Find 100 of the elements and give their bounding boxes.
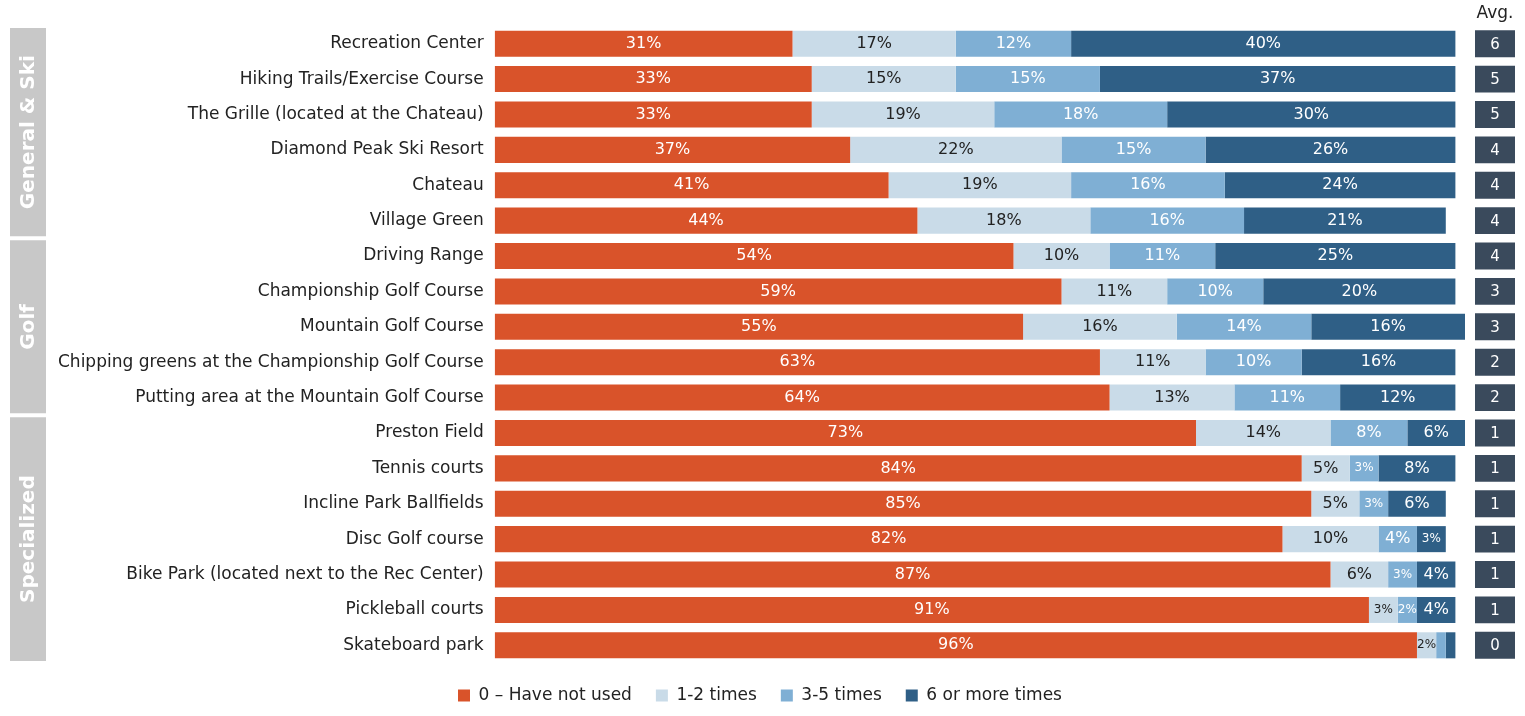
bar	[494, 490, 1312, 517]
bar	[1071, 30, 1456, 57]
data-label: 20%	[1341, 280, 1378, 300]
data-label: 37%	[1259, 68, 1296, 88]
data-label: 6%	[1346, 563, 1373, 583]
data-label: 4%	[1385, 528, 1411, 548]
data-label: 18%	[1062, 103, 1099, 123]
y-tick-label: Championship Golf Course	[257, 279, 484, 300]
y-tick-label: Disc Golf course	[345, 527, 484, 548]
y-tick-label: Skateboard park	[343, 633, 484, 654]
bar	[792, 30, 956, 57]
data-label: 44%	[688, 209, 724, 229]
data-label: 63%	[779, 351, 816, 371]
data-label: 31%	[625, 32, 662, 52]
bar	[494, 596, 1369, 623]
data-label: 22%	[938, 139, 974, 159]
data-label: 33%	[635, 103, 671, 123]
text: 1	[1490, 459, 1500, 478]
bar	[494, 30, 793, 57]
bar	[494, 207, 918, 234]
y-tick-label: The Grille (located at the Chateau)	[186, 102, 484, 123]
text: 3	[1490, 282, 1500, 301]
bar	[811, 66, 956, 93]
legend-label: 6 or more times	[926, 683, 1063, 704]
bar	[955, 66, 1100, 93]
text: 2	[1490, 353, 1500, 372]
data-label: 59%	[760, 280, 796, 300]
bar	[494, 526, 1283, 553]
text: 1	[1490, 494, 1500, 513]
data-label: 8%	[1356, 422, 1382, 442]
bar	[1445, 632, 1456, 659]
bar	[1282, 526, 1379, 553]
bar	[494, 136, 851, 163]
bar	[1013, 243, 1110, 270]
bar	[1263, 278, 1456, 305]
y-tick-label: Chateau	[412, 173, 484, 194]
data-label: 11%	[1134, 351, 1171, 371]
data-label: 3%	[1364, 495, 1384, 510]
bar	[1109, 384, 1235, 411]
bar	[850, 136, 1062, 163]
data-label: 24%	[1322, 174, 1358, 194]
data-label: 96%	[938, 634, 974, 654]
data-label: 16%	[1130, 174, 1166, 194]
data-label: 14%	[1226, 315, 1262, 335]
data-label: 2%	[1397, 602, 1417, 617]
bar	[1061, 136, 1206, 163]
data-label: 21%	[1327, 209, 1363, 229]
data-label: 2%	[1417, 637, 1437, 652]
bar	[494, 419, 1196, 446]
data-label: 73%	[827, 422, 864, 442]
bar	[494, 101, 812, 128]
bar	[1205, 349, 1302, 376]
bar	[1301, 349, 1456, 376]
data-label: 15%	[1115, 139, 1152, 159]
text: 5	[1490, 69, 1500, 88]
data-label: 11%	[1144, 245, 1181, 265]
data-label: 11%	[1096, 280, 1133, 300]
data-label: 16%	[1149, 209, 1185, 229]
legend-label: 3-5 times	[801, 683, 882, 704]
y-tick-label: Putting area at the Mountain Golf Course	[135, 386, 484, 407]
data-label: 25%	[1317, 245, 1354, 265]
data-label: 33%	[635, 68, 671, 88]
data-label: 19%	[962, 174, 998, 194]
data-label: 3%	[1354, 460, 1374, 475]
bar	[1167, 278, 1264, 305]
legend-label: 0 – Have not used	[478, 683, 632, 704]
y-tick-label: Preston Field	[375, 421, 484, 442]
text: 1	[1490, 530, 1500, 549]
data-label: 26%	[1312, 139, 1349, 159]
data-label: 4%	[1423, 563, 1449, 583]
bar	[1205, 136, 1456, 163]
text: 4	[1490, 211, 1500, 230]
y-tick-label: Bike Park (located next to the Rec Center)	[126, 562, 484, 583]
data-label: 5%	[1322, 492, 1348, 512]
data-label: 6%	[1423, 422, 1449, 442]
data-label: 18%	[986, 209, 1022, 229]
bar	[1330, 419, 1408, 446]
y-tick-label: Mountain Golf Course	[300, 315, 484, 336]
data-label: 91%	[914, 599, 950, 619]
text: 4	[1490, 176, 1500, 195]
text: 1	[1490, 565, 1500, 584]
y-tick-label: Incline Park Ballfields	[303, 492, 484, 513]
data-label: 4%	[1423, 599, 1449, 619]
text: 1	[1490, 600, 1500, 619]
bar	[888, 172, 1072, 199]
bar	[1234, 384, 1341, 411]
bar	[494, 349, 1100, 376]
data-label: 54%	[736, 245, 772, 265]
data-label: 10%	[1235, 351, 1272, 371]
bar	[1109, 243, 1216, 270]
data-label: 30%	[1293, 103, 1330, 123]
data-label: 40%	[1245, 32, 1282, 52]
data-label: 37%	[654, 139, 691, 159]
data-label: 82%	[870, 528, 907, 548]
bar	[494, 455, 1302, 482]
bar	[994, 101, 1168, 128]
data-label: 84%	[880, 457, 916, 477]
data-label: 16%	[1082, 315, 1118, 335]
y-tick-label: Hiking Trails/Exercise Course	[239, 67, 484, 88]
data-label: 16%	[1360, 351, 1397, 371]
